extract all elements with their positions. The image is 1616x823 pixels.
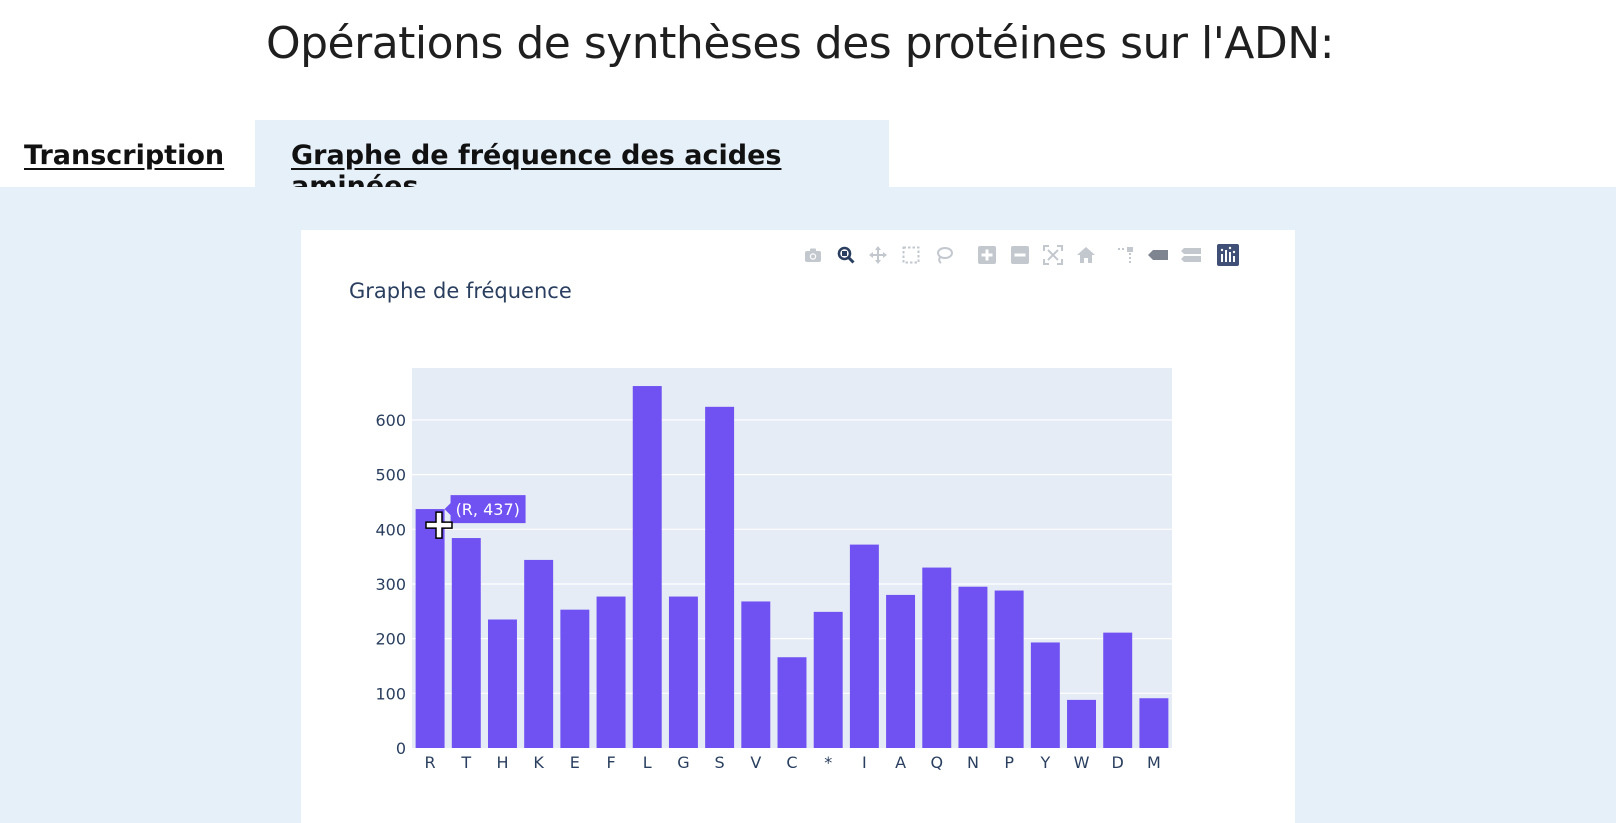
bar-L[interactable] [632, 386, 662, 748]
bar-A[interactable] [886, 594, 916, 748]
bar-T[interactable] [451, 538, 481, 748]
pan-icon[interactable] [865, 242, 891, 268]
bar-F[interactable] [596, 596, 626, 748]
bar-W[interactable] [1067, 699, 1096, 748]
reset-axes-icon[interactable] [1073, 242, 1099, 268]
y-tick-label: 500 [375, 466, 406, 485]
x-tick-label: M [1147, 753, 1161, 772]
bar-I[interactable] [849, 544, 879, 748]
bar-P[interactable] [994, 590, 1024, 748]
bar-C[interactable] [777, 657, 807, 748]
y-tick-label: 600 [375, 411, 406, 430]
bar-K[interactable] [524, 559, 554, 748]
x-tick-label: C [786, 753, 797, 772]
bar-D[interactable] [1103, 632, 1133, 748]
bar-G[interactable] [668, 596, 698, 748]
x-tick-label: F [606, 753, 615, 772]
page-title: Opérations de synthèses des protéines su… [265, 18, 1335, 69]
tooltip-box [444, 495, 526, 524]
x-tick-label: I [862, 753, 867, 772]
plotly-logo-icon[interactable] [1215, 242, 1241, 268]
bar-V[interactable] [741, 601, 771, 748]
bar-Y[interactable] [1030, 642, 1060, 748]
spike-lines-icon[interactable] [1113, 242, 1139, 268]
x-tick-label: E [570, 753, 580, 772]
x-tick-label: L [643, 753, 652, 772]
bar-S[interactable] [705, 406, 735, 748]
lasso-select-icon[interactable] [931, 242, 957, 268]
y-tick-label: 100 [375, 684, 406, 703]
bar-Q[interactable] [922, 567, 952, 748]
x-tick-label: Q [930, 753, 943, 772]
y-tick-label: 200 [375, 630, 406, 649]
zoom-in-icon[interactable] [974, 242, 1000, 268]
tooltip-text: (R, 437) [456, 500, 520, 519]
hover-closest-icon[interactable] [1145, 242, 1171, 268]
hover-compare-icon[interactable] [1178, 242, 1204, 268]
bar-R[interactable] [415, 509, 445, 748]
autoscale-icon[interactable] [1040, 242, 1066, 268]
x-tick-label: S [715, 753, 725, 772]
zoom-icon[interactable] [833, 242, 859, 268]
zoom-out-icon[interactable] [1007, 242, 1033, 268]
bar-H[interactable] [488, 619, 517, 748]
x-tick-label: P [1004, 753, 1014, 772]
y-tick-label: 400 [375, 520, 406, 539]
box-select-icon[interactable] [898, 242, 924, 268]
hover-tooltip: (R, 437) [444, 495, 526, 524]
x-tick-label: R [425, 753, 436, 772]
bar-E[interactable] [560, 609, 590, 748]
bar-N[interactable] [958, 586, 988, 748]
x-tick-label: D [1112, 753, 1124, 772]
x-tick-label: V [750, 753, 761, 772]
x-tick-label: * [824, 753, 832, 772]
y-tick-label: 300 [375, 575, 406, 594]
x-tick-label: A [895, 753, 906, 772]
bar-stop[interactable] [813, 611, 843, 748]
bar-M[interactable] [1139, 698, 1169, 748]
crosshair-cursor-icon [425, 511, 453, 539]
x-tick-label: G [677, 753, 689, 772]
tab-transcription[interactable]: Transcription [24, 140, 225, 171]
x-tick-label: Y [1039, 753, 1050, 772]
x-tick-label: H [496, 753, 508, 772]
x-tick-label: T [460, 753, 471, 772]
chart-title: Graphe de fréquence [349, 279, 572, 303]
x-tick-label: W [1074, 753, 1090, 772]
camera-icon[interactable] [800, 242, 826, 268]
x-tick-label: K [533, 753, 544, 772]
y-tick-label: 0 [396, 739, 406, 758]
x-tick-label: N [967, 753, 979, 772]
